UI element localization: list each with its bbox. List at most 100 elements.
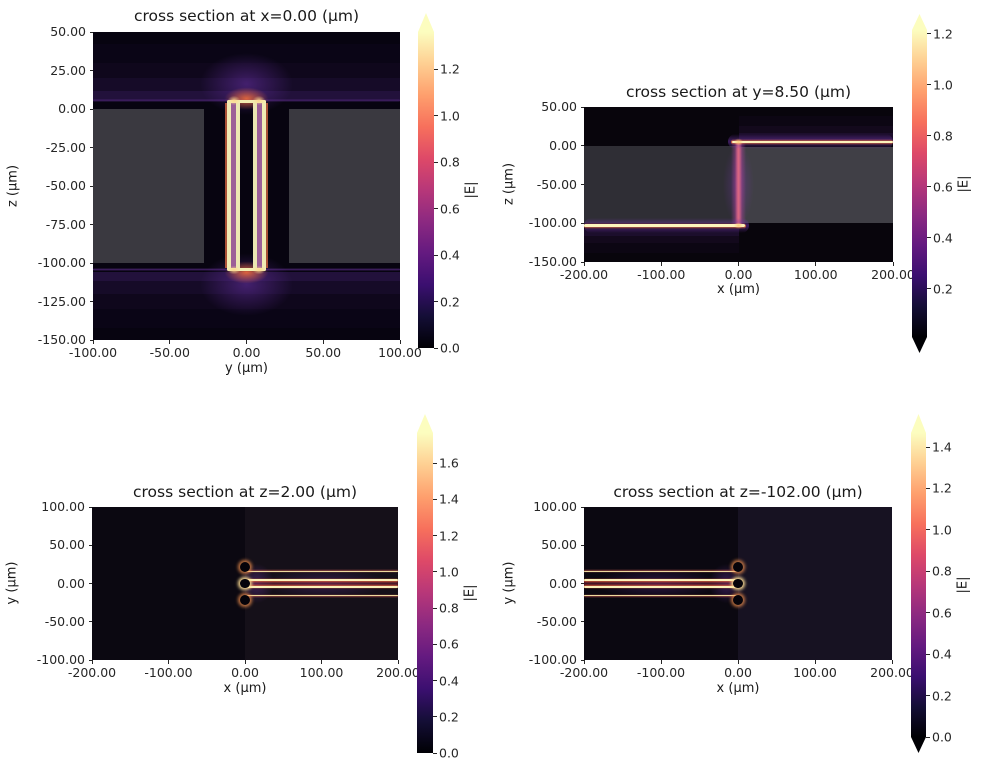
heatmap-feature-rect xyxy=(224,102,228,268)
colorbar-tick-mark xyxy=(926,487,930,489)
colorbar-tick-label: 0.6 xyxy=(439,636,459,652)
heatmap-feature-rect xyxy=(738,125,893,134)
heatmap-feature-rect xyxy=(245,507,398,660)
heatmap-feature-hline xyxy=(731,140,893,144)
colorbar-tick-label: 0.8 xyxy=(439,600,459,616)
colorbar-tick-label: 0.4 xyxy=(440,247,460,263)
colorbar-tick-label: 0.4 xyxy=(439,673,459,689)
colorbar-tick-mark xyxy=(927,288,931,290)
heatmap-feature-hline xyxy=(226,99,267,103)
x-tick-label: 200.00 xyxy=(870,665,914,680)
x-tick-mark xyxy=(814,660,816,664)
x-tick-mark xyxy=(737,660,739,664)
colorbar-tick-label: 0.2 xyxy=(439,709,459,725)
heatmap-feature-dot xyxy=(240,595,250,606)
heatmap-feature-hline xyxy=(584,579,738,582)
colorbar-gradient: |E| 0.0 0.2 0.4 0.6 0.8 1.0 1.2 1.4 1.6 xyxy=(417,433,478,761)
heatmap-feature-rect xyxy=(289,109,400,263)
colorbar-tick-mark xyxy=(433,571,437,573)
heatmap-feature-dot xyxy=(732,561,743,572)
heatmap-feature-rect xyxy=(93,109,204,263)
x-tick-label: 0.00 xyxy=(724,665,752,680)
colorbar-tick-mark xyxy=(926,529,930,531)
x-tick-label: -100.00 xyxy=(636,665,686,680)
colorbar-tick-label: 1.0 xyxy=(440,108,460,124)
y-tick-label: 50.00 xyxy=(541,537,577,553)
colorbar-tick-label: 1.2 xyxy=(439,528,459,544)
heatmap-feature-rect xyxy=(262,100,266,270)
plot-title: cross section at z=2.00 (μm) xyxy=(133,483,357,501)
heatmap-feature-dot xyxy=(240,561,250,572)
colorbar-tick-mark xyxy=(926,695,930,697)
colorbar-tick-label: 1.0 xyxy=(439,564,459,580)
colorbar-tick-mark xyxy=(926,653,930,655)
colorbar-tick-mark xyxy=(433,607,437,609)
colorbar-tick-mark xyxy=(434,208,438,210)
colorbar-tick-mark xyxy=(927,84,931,86)
colorbar-tick-mark xyxy=(433,716,437,718)
heatmap-feature-hline xyxy=(584,585,738,588)
y-tick-label: 100.00 xyxy=(533,499,577,515)
colorbar-tick-mark xyxy=(926,736,930,738)
plot-title: cross section at y=8.50 (μm) xyxy=(625,83,852,101)
colorbar-gradient: |E| 0.2 0.4 0.6 0.8 1.0 1.2 xyxy=(912,26,972,337)
heatmap-feature-rect xyxy=(738,147,893,224)
heatmap-feature-rect xyxy=(738,507,892,660)
heatmap-feature-hline xyxy=(245,585,398,588)
colorbar-tick-mark xyxy=(433,680,437,682)
colorbar-tick-mark xyxy=(433,462,437,464)
heatmap-feature-hline xyxy=(245,594,398,597)
colorbar-tick-mark xyxy=(927,135,931,137)
heatmap-axes xyxy=(584,507,892,660)
colorbar-tick-label: 0.8 xyxy=(933,128,953,144)
heatmap-feature-hline xyxy=(245,570,398,572)
heatmap-feature-rect xyxy=(584,580,738,587)
colorbar-tick-mark xyxy=(926,612,930,614)
colorbar-tick-mark xyxy=(926,570,930,572)
colorbar-tick-label: 1.0 xyxy=(933,77,953,93)
colorbar-tick-label: 0.4 xyxy=(932,646,952,662)
colorbar-tick-mark xyxy=(434,115,438,117)
colorbar-tick-mark xyxy=(433,643,437,645)
y-tick-label: -100.00 xyxy=(528,652,577,668)
colorbar-tick-label: 0.6 xyxy=(933,179,953,195)
colorbar-tick-mark xyxy=(433,752,437,754)
colorbar-tick-label: 1.0 xyxy=(932,522,952,538)
x-axis-label: x (μm) xyxy=(717,282,760,297)
x-tick-mark xyxy=(891,660,893,664)
colorbar: |E| 0.0 0.2 0.4 0.6 0.8 1.0 1.2 1.4 xyxy=(911,414,971,753)
heatmap-feature-blob xyxy=(732,137,745,147)
colorbar-tick-label: 1.2 xyxy=(440,61,460,77)
colorbar-tick-label: 0.0 xyxy=(932,729,952,745)
heatmap-feature-rect xyxy=(265,102,269,268)
x-tick-label: 100.00 xyxy=(793,665,837,680)
heatmap-feature-blob xyxy=(732,220,745,231)
colorbar-tick-mark xyxy=(434,301,438,303)
heatmap-feature-hline xyxy=(245,579,398,582)
colorbar-tick-label: 0.6 xyxy=(932,605,952,621)
colorbar-tick-label: 1.4 xyxy=(439,491,459,507)
colorbar-tick-label: 1.6 xyxy=(439,455,459,471)
colorbar-tick-mark xyxy=(927,186,931,188)
colorbar-tick-mark xyxy=(434,254,438,256)
y-tick-label: 0.00 xyxy=(549,575,577,591)
heatmap-feature-dot xyxy=(732,578,743,589)
x-axis-label: y (μm) xyxy=(225,361,268,376)
colorbar-tick-mark xyxy=(927,237,931,239)
colorbar-tick-label: 0.4 xyxy=(933,230,953,246)
heatmap-feature-rect xyxy=(236,100,240,270)
colorbar-tick-label: 0.2 xyxy=(933,281,953,297)
x-tick-mark xyxy=(660,660,662,664)
heatmap-feature-hline xyxy=(226,267,267,271)
colorbar-tick-label: 1.2 xyxy=(933,26,953,42)
colorbar-tick-label: 0.0 xyxy=(440,340,460,356)
colorbar-tick-mark xyxy=(434,161,438,163)
heatmap-feature-rect xyxy=(584,145,739,224)
plot-title: cross section at x=0.00 (μm) xyxy=(133,7,360,25)
heatmap-feature-dot xyxy=(240,578,250,589)
heatmap-feature-rect xyxy=(738,116,893,126)
heatmap-feature-blob xyxy=(225,94,244,107)
heatmap-feature-dot xyxy=(732,595,743,606)
colorbar-gradient: |E| 0.0 0.2 0.4 0.6 0.8 1.0 1.2 1.4 xyxy=(911,433,971,745)
